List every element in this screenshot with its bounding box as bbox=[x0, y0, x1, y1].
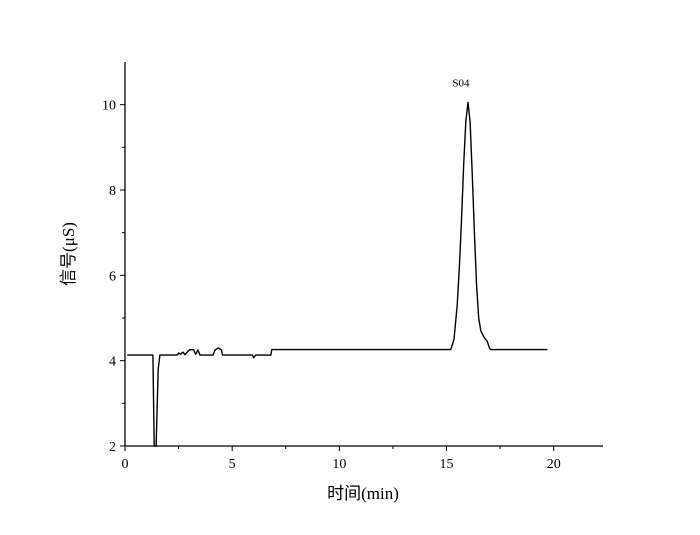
x-tick-label: 0 bbox=[122, 457, 129, 472]
y-axis-label: 信号(μS) bbox=[59, 222, 78, 286]
x-tick-label: 5 bbox=[229, 457, 236, 472]
signal-line bbox=[127, 101, 548, 447]
axes: 0 5 10 15 20 2 4 6 8 10 bbox=[102, 62, 603, 472]
x-tick-label: 10 bbox=[332, 457, 346, 472]
plot-area bbox=[127, 101, 548, 447]
y-tick-label: 6 bbox=[109, 269, 116, 284]
y-tick-label: 4 bbox=[109, 355, 116, 370]
peak-annotation: S04 bbox=[452, 77, 470, 89]
x-tick-label: 20 bbox=[547, 457, 561, 472]
y-tick-label: 2 bbox=[109, 440, 116, 455]
x-axis-label: 时间(min) bbox=[327, 484, 399, 503]
y-tick-label: 10 bbox=[102, 99, 116, 114]
x-tick-label: 15 bbox=[440, 457, 454, 472]
y-tick-label: 8 bbox=[109, 184, 116, 199]
